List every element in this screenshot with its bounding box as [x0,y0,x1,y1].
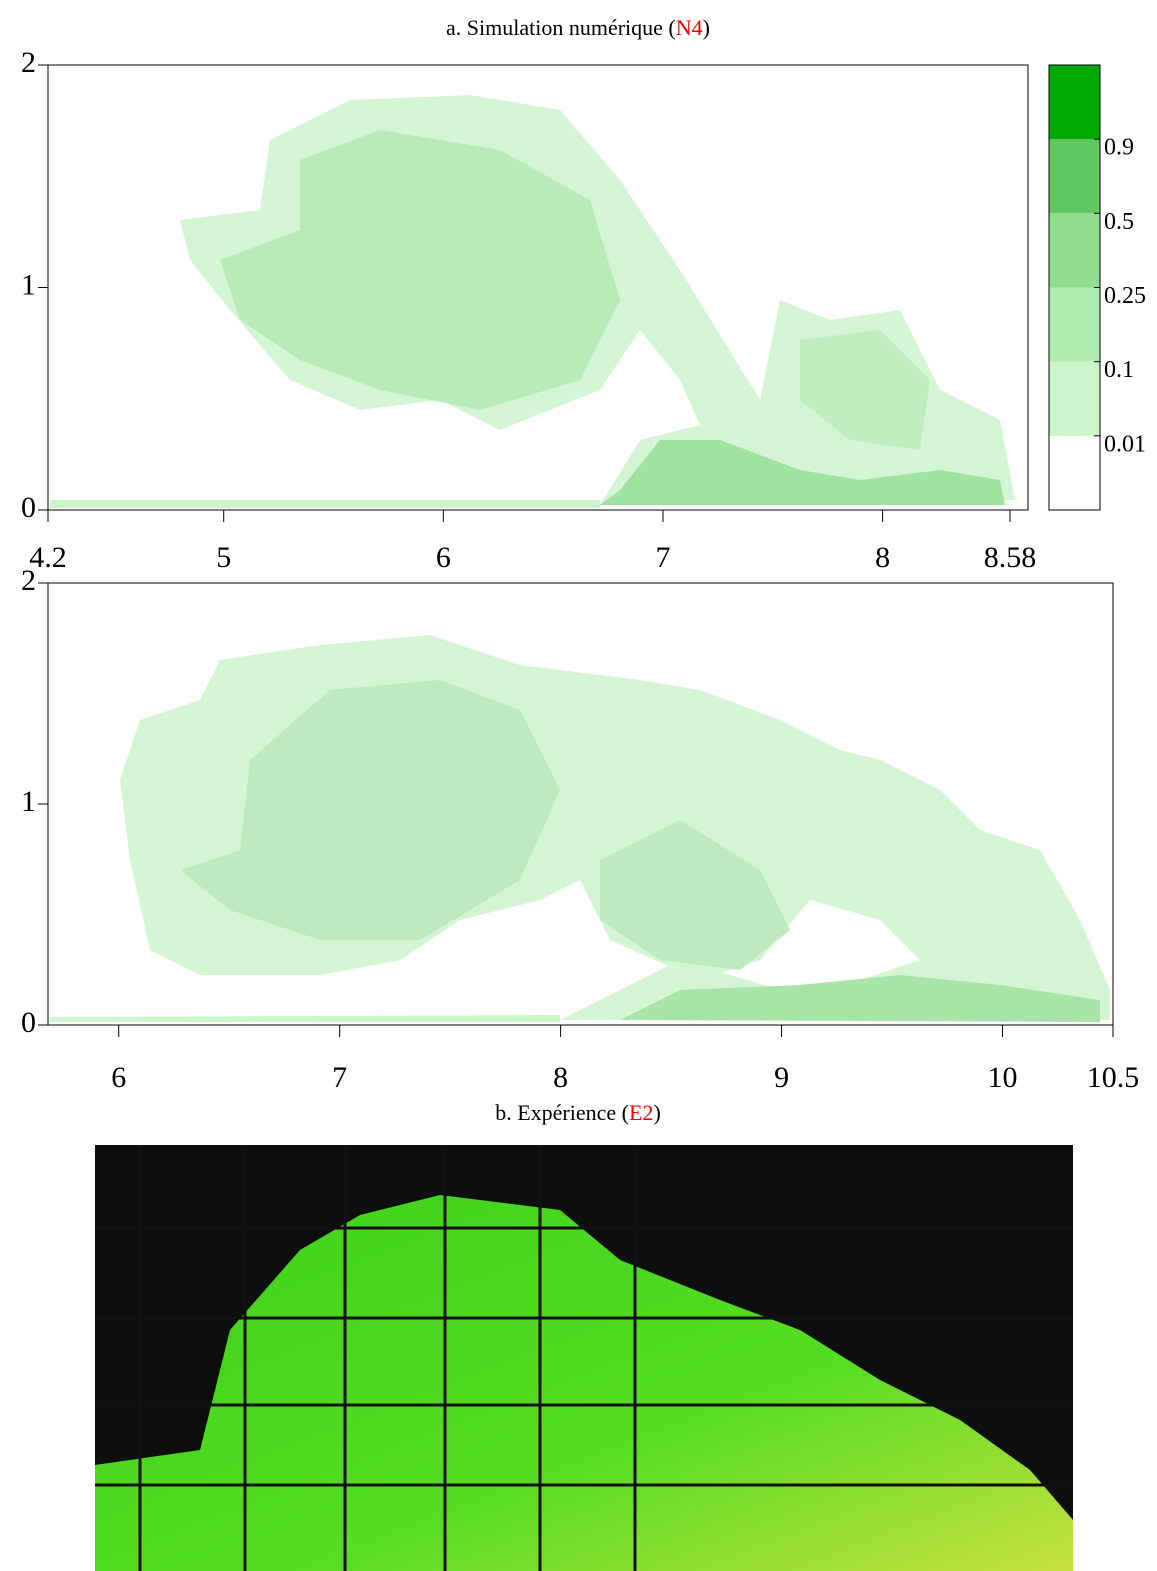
x-tick-label: 8 [553,1061,568,1094]
y-tick-label: 1 [21,268,36,301]
x-tick-label: 7 [332,1061,347,1094]
caption-ref: E2 [629,1100,653,1125]
y-tick-label: 0 [21,491,36,524]
caption-part: b. Expérience ( [495,1100,629,1125]
x-tick-label: 5 [216,541,231,574]
caption: b. Expérience (E2) [495,1100,661,1125]
caption-part: a. Simulation numérique ( [446,15,676,40]
x-tick-label: 6 [111,1061,126,1094]
colorbar-band [1049,361,1100,436]
colorbar-label: 0.5 [1104,209,1134,235]
x-tick-label: 4.2 [29,541,67,574]
caption: a. Simulation numérique (N4) [446,15,710,40]
caption-part: ) [703,15,710,40]
x-tick-label: 9 [774,1061,789,1094]
plume-a [50,95,1015,508]
x-tick-label: 8.58 [984,541,1037,574]
y-tick-label: 1 [21,785,36,818]
x-tick-label: 10.5 [1087,1061,1140,1094]
colorbar-band [1049,287,1100,362]
colorbar-label: 0.9 [1104,135,1134,161]
y-tick-label: 2 [21,46,36,79]
x-tick-label: 8 [875,541,890,574]
y-tick-label: 0 [21,1006,36,1039]
colorbar-band [1049,213,1100,288]
colorbar-band [1049,435,1100,510]
caption-ref: N4 [676,15,703,40]
colorbar-band [1049,139,1100,214]
colorbar-label: 0.1 [1104,357,1134,383]
caption-part: ) [653,1100,660,1125]
experiment-photo [95,1145,1073,1571]
plume-b [50,635,1110,1022]
colorbar-band [1049,65,1100,140]
x-tick-label: 10 [988,1061,1018,1094]
x-tick-label: 6 [436,541,451,574]
x-tick-label: 7 [655,541,670,574]
colorbar-label: 0.25 [1104,283,1146,309]
y-tick-label: 2 [21,564,36,597]
colorbar-label: 0.01 [1104,431,1146,457]
